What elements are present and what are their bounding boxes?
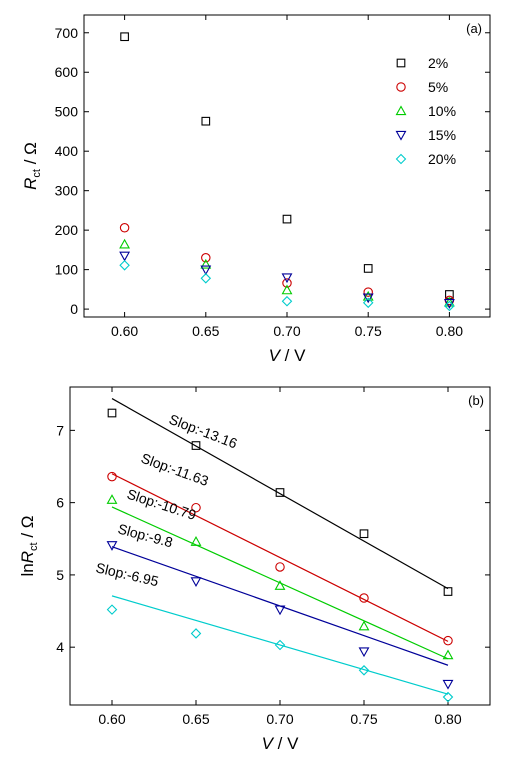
x-tick-label: 0.75 — [350, 711, 377, 727]
data-point — [190, 536, 202, 546]
y-tick-label: 700 — [55, 25, 79, 41]
x-tick-label: 0.60 — [98, 711, 125, 727]
data-point — [106, 541, 118, 551]
data-point — [358, 647, 370, 658]
y-axis-label-group: lnRct / Ω — [18, 516, 40, 577]
data-point — [281, 273, 293, 284]
data-point — [359, 593, 369, 603]
data-point — [201, 116, 211, 126]
legend-label: 2% — [428, 55, 448, 71]
data-point — [444, 300, 455, 312]
data-point — [106, 494, 118, 504]
data-point — [107, 408, 117, 418]
data-point — [119, 238, 131, 249]
y-tick-label: 7 — [56, 422, 64, 438]
data-point — [274, 639, 286, 651]
legend-label: 15% — [428, 127, 456, 143]
data-point — [359, 529, 369, 539]
slope-label: Slop:-11.63 — [139, 450, 211, 489]
data-point — [443, 587, 453, 596]
legend-marker — [395, 130, 407, 141]
chart-b: 0.60 0.65 0.70 0.75 0.80 V / V 4 5 6 7 lnRct / Ω (b… — [18, 386, 491, 753]
data-point — [358, 665, 370, 676]
data-point — [362, 297, 374, 309]
data-point — [363, 264, 373, 273]
data-point — [443, 635, 453, 646]
data-point — [442, 649, 454, 660]
data-point — [120, 32, 129, 42]
x-tick-label: 0.80 — [436, 323, 463, 339]
y-tick-label: 0 — [70, 301, 78, 317]
y-tick-label: 500 — [55, 104, 79, 120]
data-point — [190, 628, 202, 639]
chart-a: 0.60 0.65 0.70 0.75 0.80 V / V 0 100 200 300 400 50… — [21, 14, 491, 365]
fit-line — [111, 506, 449, 660]
data-point — [191, 502, 201, 513]
legend-marker — [396, 82, 406, 92]
y-tick-label: 300 — [55, 183, 79, 199]
data-point — [442, 691, 454, 703]
x-tick-label: 0.70 — [273, 323, 300, 339]
fit-line — [111, 473, 449, 642]
data-point — [443, 296, 455, 307]
data-point — [106, 604, 118, 615]
data-point — [363, 287, 373, 297]
x-tick-label: 0.75 — [355, 323, 382, 339]
data-point — [281, 284, 293, 295]
x-axis-label: V / V — [269, 346, 307, 365]
data-point — [362, 293, 374, 304]
legend-label: 10% — [428, 103, 456, 119]
data-point — [107, 471, 117, 482]
data-point — [190, 577, 202, 588]
panel-label: (a) — [466, 21, 482, 36]
y-tick-label: 200 — [55, 222, 79, 238]
legend-marker — [395, 105, 407, 116]
data-point — [275, 488, 285, 497]
data-point — [282, 214, 292, 224]
data-point — [200, 265, 212, 276]
legend-marker — [396, 58, 406, 68]
data-point — [282, 278, 292, 288]
data-point — [119, 223, 130, 233]
y-tick-label: 600 — [55, 64, 79, 80]
data-point — [274, 580, 286, 590]
data-point — [200, 258, 212, 269]
data-point — [442, 679, 454, 690]
x-axis-label: V / V — [262, 734, 300, 753]
legend-label: 20% — [428, 151, 456, 167]
legend-marker — [395, 153, 407, 165]
y-axis-label: Rct / Ω — [21, 142, 43, 190]
data-point — [362, 290, 374, 301]
slope-label: Slop:-6.95 — [94, 559, 160, 589]
y-tick-label: 6 — [56, 495, 64, 511]
x-tick-label: 0.60 — [111, 323, 138, 339]
panel-label: (b) — [468, 393, 484, 408]
data-point — [274, 605, 286, 616]
y-tick-label: 5 — [56, 567, 64, 583]
data-point — [281, 295, 293, 307]
data-point — [119, 260, 130, 271]
x-tick-label: 0.65 — [192, 323, 219, 339]
data-point — [119, 251, 131, 262]
y-axis-label: lnRct / Ω — [18, 516, 40, 577]
slope-label: Slop:-9.8 — [116, 520, 174, 550]
data-point — [275, 562, 285, 572]
fit-line — [111, 595, 449, 695]
data-point — [201, 253, 211, 263]
y-axis-label-group: Rct / Ω — [21, 142, 43, 190]
x-tick-label: 0.65 — [182, 711, 209, 727]
x-tick-label: 0.80 — [434, 711, 461, 727]
data-point — [191, 441, 201, 450]
data-point — [358, 620, 370, 631]
y-tick-label: 400 — [55, 143, 79, 159]
data-point — [200, 273, 212, 284]
x-tick-label: 0.70 — [266, 711, 293, 727]
y-tick-label: 4 — [56, 639, 64, 655]
y-tick-label: 100 — [55, 262, 79, 278]
slope-label: Slop:-13.16 — [167, 411, 240, 452]
fit-line — [111, 398, 449, 590]
legend-label: 5% — [428, 79, 448, 95]
